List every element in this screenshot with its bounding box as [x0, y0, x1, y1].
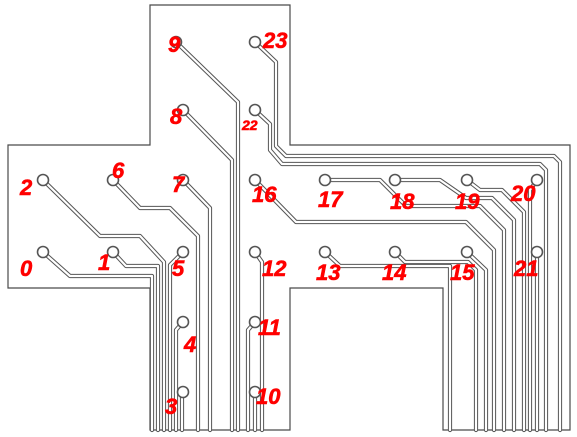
pad-14 [388, 245, 402, 259]
label-8: 8 [170, 104, 183, 129]
pad-19 [460, 173, 474, 187]
trace-17-core [323, 178, 506, 432]
pad-23 [248, 35, 262, 49]
label-12: 12 [262, 256, 287, 281]
pads-group [36, 35, 544, 399]
pad-labels: 9 23 8 22 6 2 7 16 17 18 19 20 0 1 5 12 … [19, 28, 539, 420]
trace-19-core [465, 178, 526, 432]
trace-8-core [181, 108, 234, 432]
label-1: 1 [98, 250, 110, 275]
label-5: 5 [172, 256, 185, 281]
trace-13-core [323, 250, 452, 432]
trace-22-core [253, 108, 548, 432]
trace-0-core [41, 250, 154, 432]
pad-9 [169, 35, 183, 49]
trace-2-core [41, 178, 166, 432]
pad-22 [248, 103, 262, 117]
pad-1 [106, 245, 120, 259]
pad-0 [36, 245, 50, 259]
label-19: 19 [455, 189, 480, 214]
label-6: 6 [112, 158, 125, 183]
trace-7-core [181, 178, 212, 432]
label-15: 15 [450, 260, 475, 285]
pad-17 [318, 173, 332, 187]
label-3: 3 [165, 394, 177, 419]
pad-20 [530, 173, 544, 187]
trace-14-core [393, 250, 478, 432]
trace-23-core [253, 40, 562, 432]
label-22: 22 [241, 117, 258, 133]
pad-7 [176, 173, 190, 187]
label-13: 13 [316, 260, 340, 285]
trace-15-core [465, 250, 488, 432]
pad-11 [248, 315, 262, 329]
pad-18 [388, 173, 402, 187]
trace-18-core [393, 178, 516, 432]
label-9: 9 [168, 32, 181, 57]
pad-2 [36, 173, 50, 187]
label-11: 11 [258, 315, 281, 340]
pad-21 [530, 245, 544, 259]
label-20: 20 [510, 181, 536, 206]
label-16: 16 [252, 182, 277, 207]
label-2: 2 [19, 175, 33, 200]
trace-16-core [253, 178, 496, 432]
label-17: 17 [318, 187, 344, 212]
pad-4 [176, 315, 190, 329]
label-18: 18 [390, 189, 415, 214]
pad-16 [248, 173, 262, 187]
pad-13 [318, 245, 332, 259]
pad-3 [176, 385, 190, 399]
label-0: 0 [20, 256, 33, 281]
pad-10 [248, 385, 262, 399]
pad-8 [176, 103, 190, 117]
label-7: 7 [172, 172, 186, 197]
label-21: 21 [513, 256, 538, 281]
label-23: 23 [262, 28, 287, 53]
pad-5 [176, 245, 190, 259]
label-10: 10 [256, 384, 281, 409]
trace-1-core [111, 250, 160, 432]
pad-6 [106, 173, 120, 187]
label-14: 14 [382, 260, 406, 285]
trace-9-core [174, 40, 240, 432]
label-4: 4 [183, 332, 196, 357]
pad-15 [460, 245, 474, 259]
pad-12 [248, 245, 262, 259]
trace-6-core [111, 178, 200, 432]
